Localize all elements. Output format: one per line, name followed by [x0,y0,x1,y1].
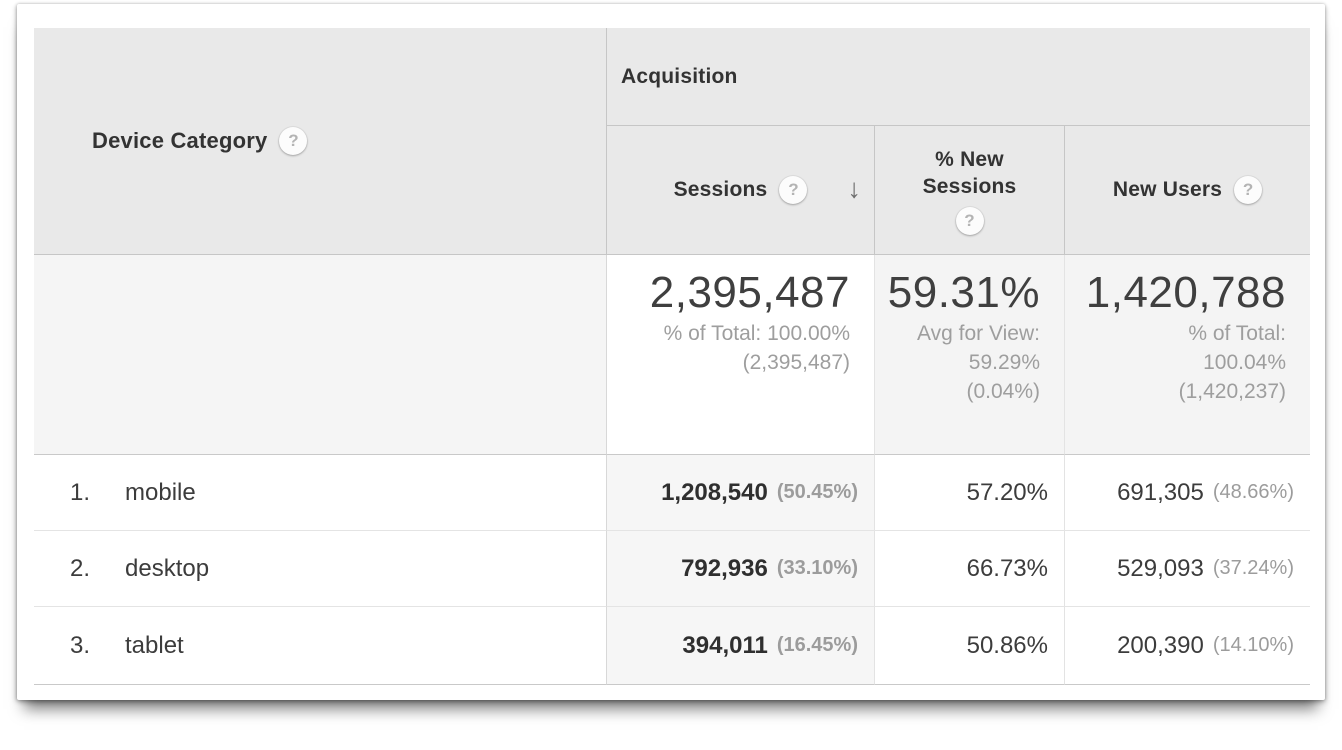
cell-new-users: 691,305 (48.66%) [1065,455,1310,531]
sessions-percent: (50.45%) [776,481,858,503]
sort-descending-icon[interactable]: ↓ [847,173,862,204]
table-row-dimension: 1. mobile [34,455,607,531]
cell-new-users: 529,093 (37.24%) [1065,531,1310,607]
sessions-percent: (33.10%) [776,557,858,579]
summary-new-users-value: 1,420,788 [1085,268,1286,317]
cell-sessions: 394,011 (16.45%) [607,607,875,685]
sessions-value: 792,936 [681,554,768,582]
row-label-tablet: tablet [125,631,184,659]
table-row-dimension: 3. tablet [34,607,607,685]
pct-new-sessions-value: 57.20% [966,478,1048,506]
summary-pct-new-sessions-subline: Avg for View: [917,322,1040,345]
table-row-dimension: 2. desktop [34,531,607,607]
row-index: 1. [70,478,91,506]
pct-new-sessions-header-line1: % New [935,147,1004,171]
new-users-value: 691,305 [1117,478,1204,506]
new-users-header-label: New Users [1112,178,1223,201]
help-icon[interactable]: ? [279,127,308,155]
row-index: 2. [70,554,91,582]
row-label-desktop: desktop [125,554,210,582]
new-users-value: 200,390 [1117,631,1204,659]
column-header-sessions[interactable]: Sessions ? ↓ [607,126,875,255]
pct-new-sessions-value: 50.86% [966,631,1048,659]
new-users-value: 529,093 [1117,554,1204,582]
summary-dimension-cell [34,255,607,455]
pct-new-sessions-value: 66.73% [966,554,1048,582]
cell-sessions: 1,208,540 (50.45%) [607,455,875,531]
sessions-percent: (16.45%) [776,634,858,656]
summary-sessions-subline: (2,395,487) [742,351,850,374]
help-icon[interactable]: ? [779,176,808,204]
pct-new-sessions-header-line2: Sessions [922,174,1017,198]
summary-sessions: 2,395,487 % of Total: 100.00% (2,395,487… [607,255,875,455]
help-icon[interactable]: ? [1234,176,1263,204]
device-category-table: Device Category ? Acquisition Sessions ?… [34,28,1310,685]
column-header-pct-new-sessions[interactable]: % New Sessions ? [875,126,1065,255]
column-header-device-category[interactable]: Device Category ? [34,28,607,255]
row-label-mobile: mobile [125,478,196,506]
new-users-percent: (37.24%) [1212,557,1294,579]
row-index: 3. [70,631,91,659]
summary-pct-new-sessions-subline: (0.04%) [966,380,1040,403]
device-category-header-label: Device Category [92,128,268,153]
summary-pct-new-sessions-subline: 59.29% [968,351,1040,374]
summary-pct-new-sessions-value: 59.31% [887,268,1040,317]
summary-pct-new-sessions: 59.31% Avg for View: 59.29% (0.04%) [875,255,1065,455]
screenshot-frame: Device Category ? Acquisition Sessions ?… [17,4,1325,700]
help-icon[interactable]: ? [955,206,984,235]
cell-pct-new-sessions: 66.73% [875,531,1065,607]
cell-sessions: 792,936 (33.10%) [607,531,875,607]
acquisition-header-label: Acquisition [621,64,738,88]
summary-new-users-subline: 100.04% [1203,351,1286,374]
cell-new-users: 200,390 (14.10%) [1065,607,1310,685]
summary-new-users-subline: (1,420,237) [1178,380,1286,403]
cell-pct-new-sessions: 50.86% [875,607,1065,685]
group-header-acquisition: Acquisition [607,28,1310,126]
cell-pct-new-sessions: 57.20% [875,455,1065,531]
summary-sessions-subline: % of Total: 100.00% [663,322,850,345]
new-users-percent: (48.66%) [1212,481,1294,503]
sessions-header-label: Sessions [673,178,768,201]
sessions-value: 394,011 [682,631,768,659]
summary-new-users: 1,420,788 % of Total: 100.04% (1,420,237… [1065,255,1310,455]
sessions-value: 1,208,540 [661,478,768,506]
column-header-new-users[interactable]: New Users ? [1065,126,1310,255]
summary-sessions-value: 2,395,487 [649,268,850,317]
summary-new-users-subline: % of Total: [1188,322,1286,345]
new-users-percent: (14.10%) [1212,634,1294,656]
